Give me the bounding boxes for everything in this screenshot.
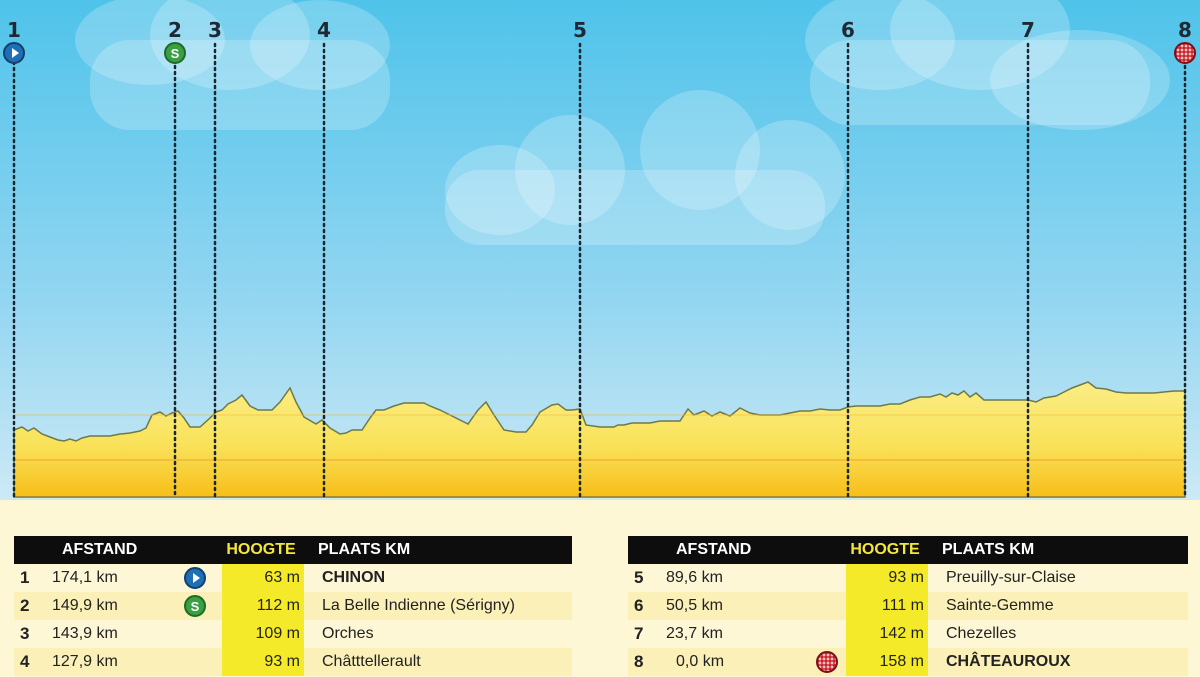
- header-hoogte: HOOGTE: [850, 541, 920, 558]
- header-afstand: AFSTAND: [676, 541, 752, 558]
- marker-label-4: 4: [317, 18, 331, 42]
- table-row: 5 89,6 km 93 m Preuilly-sur-Claise: [628, 564, 1188, 592]
- stage-table-left: AFSTAND HOOGTE PLAATS KM 1 174,1 km 63 m…: [14, 536, 572, 676]
- stage-table-right: AFSTAND HOOGTE PLAATS KM 5 89,6 km 93 m …: [628, 536, 1188, 676]
- elevation-profile-chart: 1 2 3 4 5 6 7 8 S: [0, 0, 1200, 500]
- marker-label-6: 6: [841, 18, 855, 42]
- cloud-right: [805, 0, 1170, 130]
- marker-label-7: 7: [1021, 18, 1035, 42]
- finish-flag-icon: [1174, 42, 1196, 64]
- terrain-area: [13, 381, 1186, 498]
- table-row: 1 174,1 km 63 m CHINON: [14, 564, 572, 592]
- start-icon: [184, 567, 206, 589]
- header-plaats: PLAATS KM: [318, 541, 411, 558]
- clouds: [75, 0, 1170, 245]
- header-afstand: AFSTAND: [62, 541, 138, 558]
- finish-flag-icon: [816, 651, 838, 673]
- table-row: 4 127,9 km 93 m Châtttellerault: [14, 648, 572, 676]
- marker-label-3: 3: [208, 18, 222, 42]
- table-header: AFSTAND HOOGTE PLAATS KM: [628, 536, 1188, 564]
- marker-label-5: 5: [573, 18, 587, 42]
- table-row: 6 50,5 km 111 m Sainte-Gemme: [628, 592, 1188, 620]
- marker-label-1: 1: [7, 18, 21, 42]
- marker-label-8: 8: [1178, 18, 1192, 42]
- table-row: 8 0,0 km 158 m CHÂTEAUROUX: [628, 648, 1188, 676]
- sprint-icon: S: [164, 42, 186, 64]
- table-row: 7 23,7 km 142 m Chezelles: [628, 620, 1188, 648]
- marker-lines: [12, 42, 1187, 499]
- header-plaats: PLAATS KM: [942, 541, 1035, 558]
- start-icon: [3, 42, 25, 64]
- cloud-left: [75, 0, 390, 130]
- profile-svg: [0, 0, 1200, 500]
- table-header: AFSTAND HOOGTE PLAATS KM: [14, 536, 572, 564]
- sprint-icon: S: [184, 595, 206, 617]
- table-row: 2 149,9 km S 112 m La Belle Indienne (Sé…: [14, 592, 572, 620]
- marker-label-2: 2: [168, 18, 182, 42]
- cloud-center: [445, 90, 845, 245]
- table-row: 3 143,9 km 109 m Orches: [14, 620, 572, 648]
- header-hoogte: HOOGTE: [226, 541, 296, 558]
